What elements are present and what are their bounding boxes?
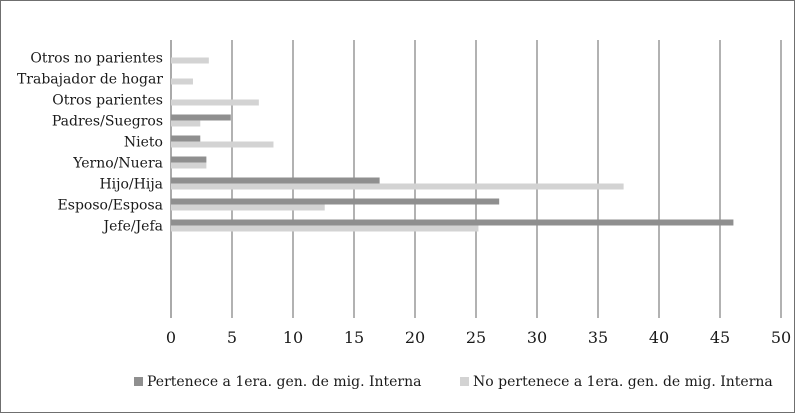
tick-label-0: 0 [166, 328, 176, 347]
category-labels: Otros no parientes Trabajador de hogar Otr… [17, 51, 163, 235]
tick-label-50: 50 [771, 328, 791, 347]
bar-pertenece-5 [171, 156, 207, 163]
bar-no-pertenece-3 [171, 120, 201, 127]
tick-label-40: 40 [649, 328, 669, 347]
bars [171, 57, 734, 232]
bar-pertenece-4 [171, 135, 201, 142]
tick-label-45: 45 [710, 328, 730, 347]
bar-pertenece-6 [171, 177, 380, 184]
category-label: Hijo/Hija [99, 177, 163, 193]
legend: Pertenece a 1era. gen. de mig. Interna No… [134, 374, 773, 390]
legend-swatch [460, 377, 469, 386]
tick-label-20: 20 [405, 328, 425, 347]
tick-label-15: 15 [344, 328, 364, 347]
bar-no-pertenece-1 [171, 78, 193, 85]
tick-label-30: 30 [527, 328, 547, 347]
tick-label-35: 35 [588, 328, 608, 347]
category-label: Esposo/Esposa [58, 198, 163, 214]
bar-no-pertenece-6 [171, 183, 624, 190]
bar-pertenece-8 [171, 219, 734, 226]
bar-no-pertenece-8 [171, 225, 479, 232]
bar-pertenece-7 [171, 198, 500, 205]
legend-label: No pertenece a 1era. gen. de mig. Intern… [473, 374, 773, 390]
category-label: Jefe/Jefa [101, 219, 163, 235]
bar-no-pertenece-7 [171, 204, 325, 211]
category-label: Otros no parientes [30, 51, 163, 67]
bar-no-pertenece-5 [171, 162, 207, 169]
bar-no-pertenece-2 [171, 99, 259, 106]
category-label: Nieto [124, 135, 163, 151]
category-label: Otros parientes [52, 93, 163, 109]
bar-no-pertenece-4 [171, 141, 274, 148]
legend-label: Pertenece a 1era. gen. de mig. Interna [147, 374, 421, 390]
tick-label-25: 25 [466, 328, 486, 347]
tick-label-10: 10 [283, 328, 303, 347]
category-label: Padres/Suegros [52, 114, 163, 130]
bar-no-pertenece-0 [171, 57, 209, 64]
category-label: Trabajador de hogar [17, 72, 163, 88]
legend-swatch [134, 377, 143, 386]
gridlines [170, 40, 782, 318]
x-axis-tick-labels: 0 5 10 15 20 25 30 35 40 45 50 [166, 328, 791, 347]
bar-pertenece-3 [171, 114, 231, 121]
tick-label-5: 5 [227, 328, 237, 347]
category-label: Yerno/Nuera [72, 156, 163, 172]
